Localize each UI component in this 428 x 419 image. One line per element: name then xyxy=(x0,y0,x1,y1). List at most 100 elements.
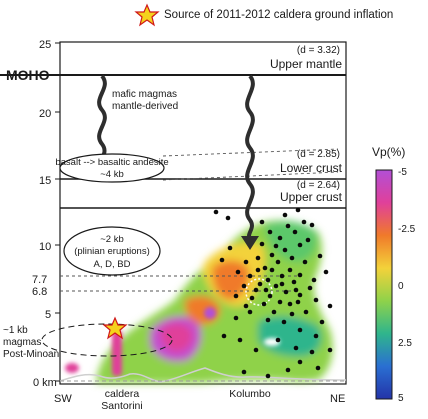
hypocenter-dot xyxy=(297,359,303,365)
teal-zone xyxy=(258,316,322,357)
hypocenter-dot xyxy=(225,215,231,221)
hypocenter-dot xyxy=(265,317,271,323)
tick-label-5: 5 xyxy=(45,309,51,321)
hypocenter-dot xyxy=(273,243,279,249)
hypocenter-dot xyxy=(261,301,267,307)
hypocenter-dot xyxy=(309,349,315,355)
tick-label-10: 10 xyxy=(39,241,51,253)
hypocenter-dot xyxy=(273,283,279,289)
light-green-zone xyxy=(265,221,317,262)
hypocenter-dot xyxy=(241,283,247,289)
hypocenter-dot xyxy=(213,209,219,215)
hypocenter-dot xyxy=(315,365,321,371)
hypocenter-dot xyxy=(257,281,263,287)
hypocenter-dot xyxy=(297,272,303,278)
hypocenter-dot xyxy=(277,235,283,241)
hypocenter-dot xyxy=(279,281,285,287)
hypocenter-dot xyxy=(301,219,307,225)
hypocenter-dot xyxy=(319,319,325,325)
hypocenter-dot xyxy=(285,367,291,373)
colorbar: Vp(%) -5 -2.5 0 2.5 5 xyxy=(372,145,416,404)
upper-crust-density: (d = 2.64) xyxy=(297,180,340,191)
tick-label-20: 20 xyxy=(39,108,51,120)
basalt-guide-top xyxy=(162,148,339,157)
profile-labels: SW NE caldera Santorini Kolumbo xyxy=(54,388,345,412)
hypocenter-dot xyxy=(323,269,329,275)
hypocenter-dot xyxy=(303,309,309,315)
lower-crust-density: (d = 2.85) xyxy=(297,149,340,160)
hypocenter-dot xyxy=(243,303,249,309)
caldera-label-line1: Santorini xyxy=(101,400,142,412)
basalt-label-line2: ~4 kb xyxy=(100,169,124,180)
caldera-label-line2: caldera xyxy=(105,388,140,400)
colorbar-tick-5: 5 xyxy=(398,393,404,404)
hypocenter-dot xyxy=(267,229,273,235)
tick-label-25: 25 xyxy=(39,39,51,51)
star-icon xyxy=(102,316,128,340)
kolumbo-label: Kolumbo xyxy=(229,388,271,400)
ne-label: NE xyxy=(330,393,345,405)
hypocenter-dot xyxy=(275,259,281,265)
hypocenter-dot xyxy=(293,287,299,293)
postminoan-label-line2: magmas xyxy=(3,337,41,348)
mafic-label-line2: mantle-derived xyxy=(112,101,178,112)
hypocenter-dot xyxy=(269,267,275,273)
hypocenter-dot xyxy=(265,373,271,379)
seafloor-profile xyxy=(59,367,347,383)
hypocenter-dot xyxy=(243,259,249,265)
upper-mantle-label: Upper mantle xyxy=(270,57,342,71)
hypocenter-dot xyxy=(302,259,308,265)
hypocenter-dot xyxy=(255,267,261,273)
colorbar-tick-0: 0 xyxy=(398,281,404,292)
hypocenter-dot xyxy=(313,297,319,303)
hypocenter-dot xyxy=(292,229,298,235)
legend-text: Source of 2011-2012 caldera ground infla… xyxy=(164,9,393,21)
hypocenter-dot xyxy=(227,245,233,251)
hypocenter-dot xyxy=(271,309,277,315)
star-icon xyxy=(134,3,160,27)
hypocenter-dot xyxy=(305,237,311,243)
hypocenter-dot xyxy=(281,319,287,325)
hypocenter-dot xyxy=(297,242,303,248)
sw-label: SW xyxy=(54,393,72,405)
tick-label-7-7: 7.7 xyxy=(32,274,47,286)
hypocenter-dot xyxy=(269,252,275,258)
postminoan-annotation: ~1 kb magmas Post-Minoan xyxy=(3,316,173,360)
inflation-source-circle xyxy=(245,278,273,306)
hypocenter-dot xyxy=(247,273,253,279)
hypocenter-dot xyxy=(275,337,281,343)
plinian-label-line1: A, D, BD xyxy=(94,259,131,270)
hypocenter-dot xyxy=(233,315,239,321)
plinian-ellipse xyxy=(63,226,161,276)
basalt-label-line1: basalt --> basaltic andesite xyxy=(55,157,168,168)
hypocenter-dot xyxy=(295,299,301,305)
colorbar-title: Vp(%) xyxy=(372,145,405,159)
lower-crust-label: Lower crust xyxy=(280,161,343,175)
hypocenter-dot xyxy=(317,253,323,259)
kolumbo-magma-arrow xyxy=(245,74,255,240)
hypocenter-dot xyxy=(235,269,241,275)
hypocenter-dot xyxy=(289,311,295,317)
hypocenter-dot xyxy=(283,289,289,295)
plinian-annotation: ~2 kb (plinian eruptions) A, D, BD xyxy=(63,226,161,276)
hypocenter-dot xyxy=(297,327,303,333)
velocity-anomaly-field xyxy=(65,220,333,383)
hypocenter-dot xyxy=(285,223,291,229)
hypocenter-dot xyxy=(313,333,319,339)
magenta-blob xyxy=(65,363,79,373)
hypocenter-dot xyxy=(221,333,227,339)
hypocenter-dot xyxy=(307,285,313,291)
mafic-label-line1: mafic magmas xyxy=(112,89,177,100)
layer-labels: (d = 3.32) Upper mantle (d = 2.85) Lower… xyxy=(270,45,343,204)
postminoan-ellipse xyxy=(41,323,173,357)
depth-axis: 25 20 15 10 7.7 6.8 5 0 km MOHO xyxy=(6,39,60,389)
colorbar-tick-neg2-5: -2.5 xyxy=(398,224,416,235)
hypocenter-dot xyxy=(262,265,268,271)
hypocenter-dot xyxy=(237,337,243,343)
purple-blob xyxy=(204,307,216,319)
hypocenter-dot xyxy=(282,212,288,218)
hypocenter-dot xyxy=(249,295,255,301)
colorbar-gradient xyxy=(375,169,393,400)
postminoan-label-line1: Post-Minoan xyxy=(3,349,59,360)
plinian-label-line2: (plinian eruptions) xyxy=(74,246,150,257)
